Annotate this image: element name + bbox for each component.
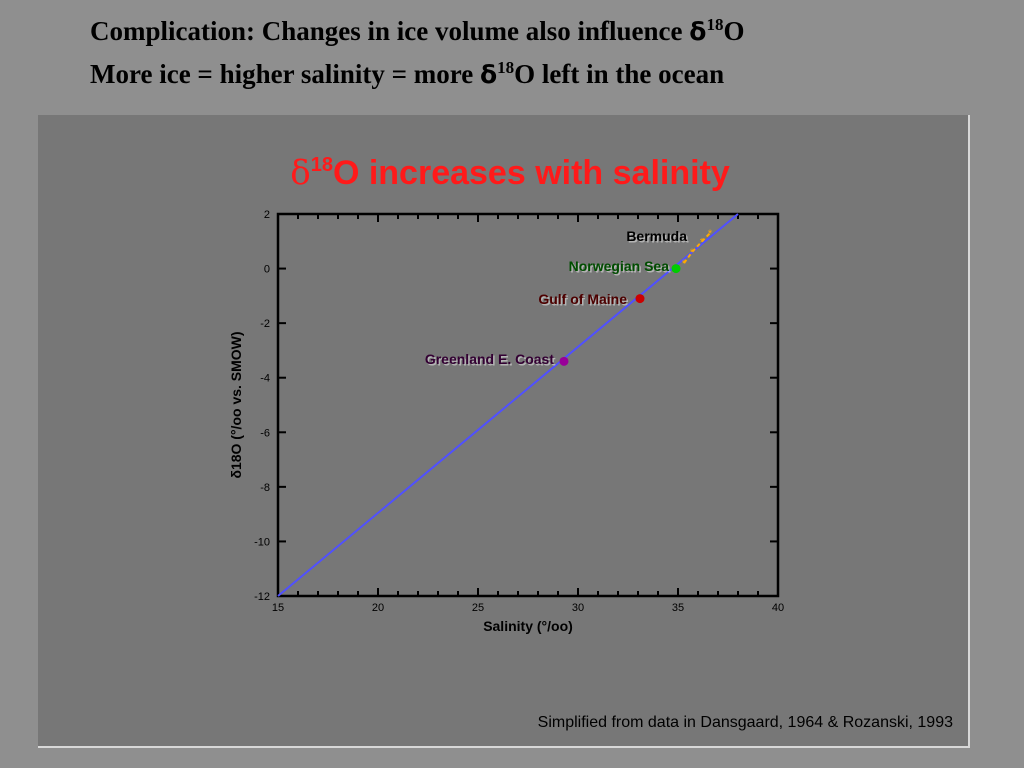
y-tick-label: -2 bbox=[260, 318, 270, 330]
y-tick-label: 2 bbox=[264, 209, 270, 221]
chart-title-sup: 18 bbox=[311, 154, 333, 176]
data-point bbox=[559, 356, 569, 366]
plot-frame bbox=[276, 212, 780, 598]
series-label: Norwegian Sea bbox=[569, 258, 670, 274]
chart-title-delta: δ bbox=[290, 153, 310, 193]
figure-panel: δ18O increases with salinity 15 20 25 30 35 4… bbox=[38, 115, 970, 748]
y-tick-label: -8 bbox=[260, 482, 270, 494]
x-tick-label: 40 bbox=[772, 602, 784, 614]
x-axis-label: Salinity (°/oo) bbox=[483, 618, 573, 634]
salinity-chart: δ18O increases with salinity 15 20 25 30 35 4… bbox=[228, 153, 953, 731]
title-text: Complication: Changes in ice volume also… bbox=[90, 16, 690, 46]
data-point: * bbox=[700, 236, 705, 248]
regression-line bbox=[277, 213, 739, 597]
data-point bbox=[671, 264, 681, 274]
y-tick-label: -10 bbox=[254, 536, 270, 548]
x-tick-label: 25 bbox=[472, 602, 484, 614]
delta-symbol: δ bbox=[689, 17, 707, 46]
data-point: * bbox=[690, 247, 695, 259]
y-axis-label: δ18O (°/oo vs. SMOW) bbox=[228, 331, 244, 478]
title-text: O bbox=[723, 16, 745, 46]
figure-caption: Simplified from data in Dansgaard, 1964 … bbox=[538, 714, 953, 731]
x-tick-label: 30 bbox=[572, 602, 584, 614]
x-tick-label: 20 bbox=[372, 602, 384, 614]
series-label-shadow: Norwegian Sea bbox=[570, 260, 671, 276]
slide-title-line-1: Complication: Changes in ice volume also… bbox=[90, 10, 990, 53]
slide-title: Complication: Changes in ice volume also… bbox=[90, 10, 990, 96]
series-label-shadow: Greenland E. Coast bbox=[426, 353, 555, 369]
superscript: 18 bbox=[706, 15, 724, 34]
series-label: Greenland E. Coast bbox=[425, 351, 554, 367]
data-point bbox=[635, 294, 645, 304]
superscript: 18 bbox=[497, 58, 515, 77]
x-tick-label: 15 bbox=[272, 602, 284, 614]
title-text: More ice = higher salinity = more bbox=[90, 59, 480, 89]
series-label-shadow: Bermuda bbox=[628, 230, 689, 246]
x-tick-label: 35 bbox=[672, 602, 684, 614]
y-tick-label: 0 bbox=[264, 264, 270, 276]
y-tick-label: -4 bbox=[260, 373, 270, 385]
series-label-shadow: Gulf of Maine bbox=[540, 293, 629, 309]
delta-symbol: δ bbox=[479, 60, 498, 89]
title-text: O left in the ocean bbox=[514, 59, 725, 89]
series-label: Gulf of Maine bbox=[538, 291, 627, 307]
y-tick-label: -6 bbox=[260, 427, 270, 439]
slide-title-line-2: More ice = higher salinity = more δ18O l… bbox=[90, 53, 990, 96]
series-label: Bermuda bbox=[626, 228, 687, 244]
data-point: * bbox=[708, 228, 713, 240]
y-tick-label: -12 bbox=[254, 591, 270, 603]
chart-title-rest: O increases with salinity bbox=[333, 154, 730, 192]
data-point: * bbox=[682, 258, 687, 270]
chart-title: δ18O increases with salinity bbox=[290, 153, 730, 193]
